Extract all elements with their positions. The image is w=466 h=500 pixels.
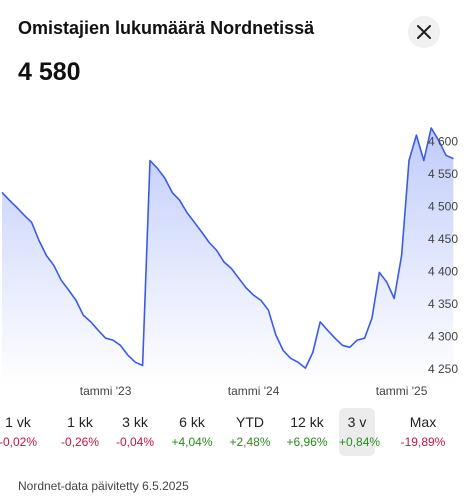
- period-label: 1 vk: [5, 414, 31, 430]
- period-tab[interactable]: 1 kk -0,26%: [56, 408, 104, 456]
- period-label: Max: [409, 414, 437, 430]
- x-tick-label: tammi '24: [228, 384, 280, 398]
- y-tick-label: 4 500: [428, 200, 458, 214]
- title: Omistajien lukumäärä Nordnetissä: [18, 18, 315, 38]
- close-button[interactable]: [408, 16, 440, 48]
- current-value: 4 580: [18, 58, 81, 86]
- footer: Nordnet-data päivitetty 6.5.2025: [18, 479, 189, 493]
- period-tab[interactable]: Max -19,89%: [399, 408, 447, 456]
- period-change: -0,04%: [115, 435, 155, 449]
- period-change: +6,96%: [286, 435, 328, 449]
- close-icon: [417, 25, 431, 39]
- line: [1, 127, 454, 369]
- y-tick-label: 4 600: [428, 134, 458, 148]
- period-tab[interactable]: YTD +2,48%: [226, 408, 274, 456]
- period-tabs: 1 vk -0,02% 1 kk -0,26% 3 kk -0,04% 6 kk +4,04%…: [0, 408, 466, 456]
- period-tab[interactable]: 12 kk +6,96%: [283, 408, 331, 456]
- period-change: +2,48%: [229, 435, 271, 449]
- period-tab[interactable]: 3 v +0,84%: [339, 408, 381, 456]
- period-label: 6 kk: [179, 414, 205, 430]
- period-change: -0,26%: [60, 435, 100, 449]
- y-tick-label: 4 450: [428, 232, 458, 246]
- chart: 4 250 4 300 4 350 4 400 4 450 4 500 4 550 4 600…: [1, 127, 458, 398]
- y-tick-label: 4 550: [428, 167, 458, 181]
- x-tick-label: tammi '25: [376, 384, 428, 398]
- period-label: 3 v: [347, 414, 367, 430]
- y-tick-label: 4 350: [428, 297, 458, 311]
- y-tick-label: 4 400: [428, 265, 458, 279]
- period-change: -0,02%: [0, 435, 38, 449]
- period-label: 1 kk: [67, 414, 93, 430]
- area: [2, 128, 454, 385]
- x-tick-label: tammi '23: [80, 384, 132, 398]
- y-tick-label: 4 250: [428, 362, 458, 376]
- period-label: YTD: [236, 414, 264, 430]
- period-tab[interactable]: 6 kk +4,04%: [168, 408, 216, 456]
- period-tab[interactable]: 1 vk -0,02%: [0, 408, 42, 456]
- period-label: 3 kk: [122, 414, 148, 430]
- period-tab[interactable]: 3 kk -0,04%: [111, 408, 159, 456]
- period-change: +4,04%: [171, 435, 213, 449]
- period-change: +0,84%: [339, 435, 381, 449]
- period-label: 12 kk: [290, 414, 324, 430]
- y-tick-label: 4 300: [428, 330, 458, 344]
- period-change: -19,89%: [400, 435, 446, 449]
